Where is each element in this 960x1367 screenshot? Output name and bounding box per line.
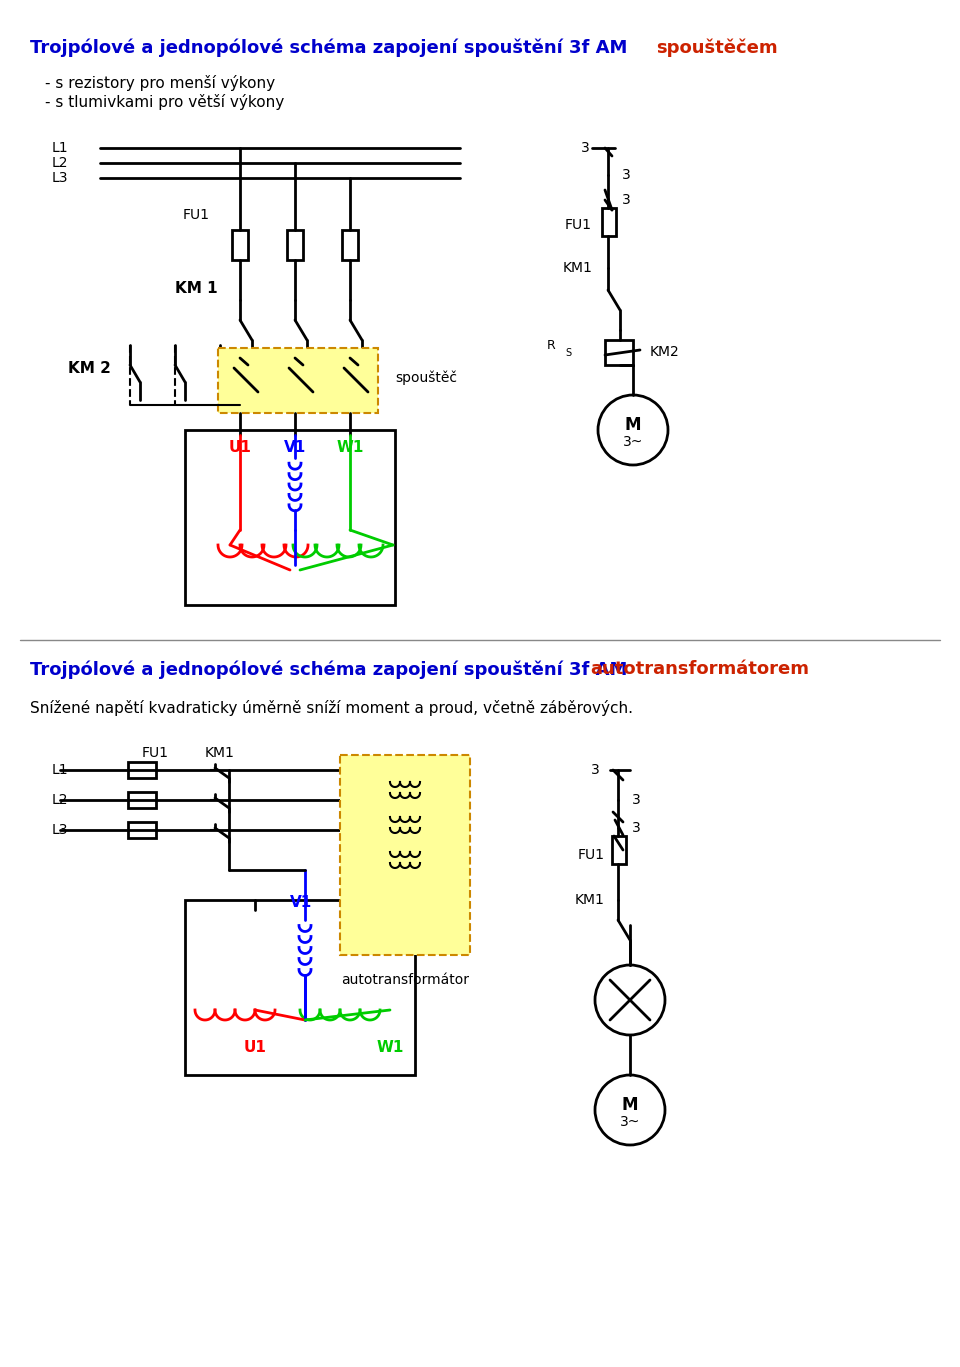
Bar	[128, 791, 156, 808]
Text: U1: U1	[228, 440, 252, 455]
Text: M: M	[622, 1096, 638, 1114]
Text: KM2: KM2	[650, 344, 680, 360]
Text: 3: 3	[632, 793, 640, 807]
Text: KM 2: KM 2	[68, 361, 110, 376]
Text: U1: U1	[244, 1040, 267, 1055]
Circle shape	[387, 842, 423, 878]
Text: V1: V1	[290, 895, 312, 910]
Text: KM1: KM1	[563, 261, 592, 275]
Text: 3: 3	[581, 141, 589, 154]
Text: FU1: FU1	[183, 208, 210, 221]
Bar	[344, 365, 368, 395]
Bar	[128, 822, 156, 838]
Text: 3~: 3~	[620, 1115, 640, 1129]
Circle shape	[395, 850, 415, 869]
Bar	[602, 208, 616, 236]
Text: L3: L3	[52, 171, 68, 185]
Text: KM1: KM1	[575, 893, 605, 906]
Bar	[340, 755, 470, 956]
Text: 3: 3	[622, 193, 631, 206]
Circle shape	[387, 772, 423, 808]
Text: W1: W1	[376, 1040, 404, 1055]
Bar	[218, 349, 378, 413]
Text: KM1: KM1	[205, 746, 235, 760]
Circle shape	[595, 1074, 665, 1146]
Text: 3: 3	[632, 822, 640, 835]
Bar	[185, 899, 415, 1074]
Text: L1: L1	[52, 763, 68, 776]
Bar	[234, 365, 258, 395]
Text: - s rezistory pro menší výkony
- s tlumivkami pro větší výkony: - s rezistory pro menší výkony - s tlumi…	[45, 75, 284, 109]
Bar	[342, 230, 358, 260]
Bar	[185, 431, 395, 606]
Text: Trojpólové a jednopólové schéma zapojení spouštění 3f AM: Trojpólové a jednopólové schéma zapojení…	[30, 38, 634, 56]
Bar	[605, 340, 633, 365]
Text: FU1: FU1	[578, 848, 605, 863]
Bar	[612, 837, 626, 864]
Text: L2: L2	[52, 156, 68, 170]
Text: V1: V1	[284, 440, 306, 455]
Text: autotransformátor: autotransformátor	[341, 973, 469, 987]
Text: KM 1: KM 1	[175, 280, 218, 295]
Circle shape	[387, 807, 423, 843]
Text: spouštěč: spouštěč	[395, 370, 457, 385]
Bar	[287, 230, 303, 260]
Text: S: S	[565, 349, 571, 358]
Text: L3: L3	[52, 823, 68, 837]
Text: 3: 3	[590, 763, 599, 776]
Text: W1: W1	[336, 440, 364, 455]
Circle shape	[395, 781, 415, 800]
Text: R: R	[546, 339, 555, 351]
Text: 3~: 3~	[623, 435, 643, 448]
Circle shape	[595, 965, 665, 1035]
Text: autotransformátorem: autotransformátorem	[590, 660, 809, 678]
Bar	[289, 365, 313, 395]
Circle shape	[598, 395, 668, 465]
Text: spouštěčem: spouštěčem	[656, 38, 778, 56]
Bar	[128, 761, 156, 778]
Text: Snížené napětí kvadraticky úměrně sníží moment a proud, včetně záběrových.: Snížené napětí kvadraticky úměrně sníží …	[30, 700, 633, 716]
Text: Trojpólové a jednopólové schéma zapojení spouštění 3f AM: Trojpólové a jednopólové schéma zapojení…	[30, 660, 634, 678]
Text: L1: L1	[52, 141, 68, 154]
Text: L2: L2	[52, 793, 68, 807]
Circle shape	[395, 815, 415, 835]
Text: M: M	[625, 416, 641, 433]
Text: 3: 3	[622, 168, 631, 182]
Text: FU1: FU1	[141, 746, 169, 760]
Text: FU1: FU1	[565, 217, 592, 232]
Bar	[232, 230, 248, 260]
